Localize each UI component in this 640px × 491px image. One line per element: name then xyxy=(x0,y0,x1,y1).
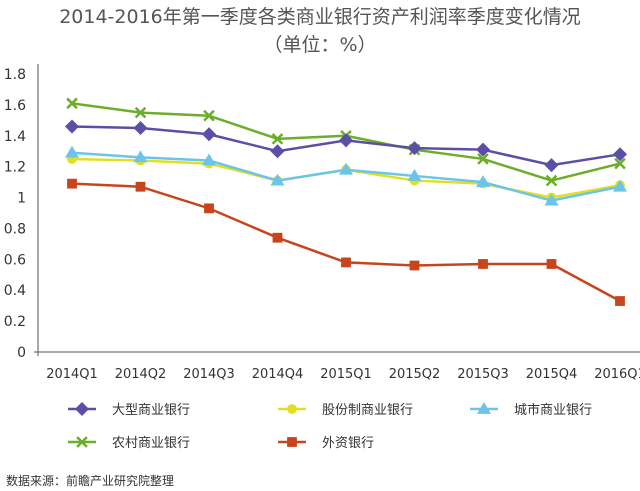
legend-item: 股份制商业银行 xyxy=(278,403,413,418)
diamond-marker xyxy=(133,121,148,136)
y-tick-label: 1.6 xyxy=(4,98,26,114)
circle-marker xyxy=(287,404,297,414)
y-tick-label: 1 xyxy=(17,191,26,207)
x-marker xyxy=(203,109,215,122)
square-marker xyxy=(409,260,420,271)
chart-title: 2014-2016年第一季度各类商业银行资产利润率季度变化情况 xyxy=(59,6,581,28)
x-tick-label: 2014Q3 xyxy=(183,367,235,382)
triangle-marker xyxy=(339,162,353,175)
legend-label: 股份制商业银行 xyxy=(322,403,413,418)
x-tick-label: 2016Q1 xyxy=(594,367,640,382)
y-tick-label: 0.4 xyxy=(4,283,26,299)
y-tick-label: 0.8 xyxy=(4,221,26,237)
y-tick-label: 1.8 xyxy=(4,67,26,83)
triangle-marker xyxy=(65,145,79,158)
x-marker xyxy=(134,106,147,119)
x-tick-label: 2014Q2 xyxy=(115,367,167,382)
y-tick-label: 0.6 xyxy=(4,252,26,268)
triangle-marker xyxy=(133,150,148,163)
diamond-marker xyxy=(65,119,79,134)
x-tick-label: 2015Q2 xyxy=(389,367,441,382)
y-tick-label: 0 xyxy=(17,345,26,361)
chart-subtitle: （单位：%） xyxy=(263,34,377,56)
plot-area: 0 0.2 0.4 0.6 0.8 1 1.2 1.4 1.6 1.8 2014Q1 2014Q2 20… xyxy=(4,64,640,451)
x-tick-label: 2015Q1 xyxy=(320,367,372,382)
diamond-marker xyxy=(544,158,559,173)
triangle-marker xyxy=(613,179,627,192)
square-marker xyxy=(546,259,557,269)
diamond-marker xyxy=(270,144,285,159)
diamond-marker xyxy=(339,133,353,148)
diamond-marker xyxy=(202,127,216,142)
diamond-marker xyxy=(407,141,422,156)
legend-item: 大型商业银行 xyxy=(68,402,190,418)
square-marker xyxy=(135,181,146,192)
y-tick-label: 0.2 xyxy=(4,314,26,330)
legend-label: 农村商业银行 xyxy=(112,436,190,451)
legend-item: 农村商业银行 xyxy=(68,436,190,451)
square-marker xyxy=(478,259,488,269)
diamond-marker xyxy=(613,147,627,162)
triangle-marker xyxy=(476,175,490,188)
y-tick-label: 1.2 xyxy=(4,160,26,176)
triangle-marker xyxy=(544,193,559,206)
x-marker xyxy=(66,97,78,110)
series-line xyxy=(71,182,621,303)
y-tick-label: 1.4 xyxy=(4,129,26,145)
square-marker xyxy=(287,437,297,447)
x-tick-label: 2014Q1 xyxy=(46,367,98,382)
x-marker xyxy=(614,157,626,170)
square-marker xyxy=(615,296,625,306)
triangle-marker xyxy=(202,153,216,166)
triangle-marker xyxy=(270,173,285,186)
diamond-marker xyxy=(75,402,89,416)
source-note: 数据来源：前瞻产业研究院整理 xyxy=(6,474,175,488)
x-tick-label: 2014Q4 xyxy=(252,367,304,382)
x-marker xyxy=(76,436,88,448)
square-marker xyxy=(272,232,283,243)
x-marker xyxy=(545,174,558,187)
legend-label: 大型商业银行 xyxy=(112,403,190,418)
series-4 xyxy=(67,178,625,306)
series-0 xyxy=(65,119,627,173)
legend-item: 城市商业银行 xyxy=(470,402,592,418)
square-marker xyxy=(204,203,214,214)
triangle-marker xyxy=(477,402,491,414)
square-marker xyxy=(341,257,351,268)
x-marker xyxy=(271,133,284,145)
legend-label: 城市商业银行 xyxy=(514,402,592,418)
diamond-marker xyxy=(476,142,490,157)
square-marker xyxy=(67,178,77,189)
x-marker xyxy=(477,153,489,165)
triangle-marker xyxy=(407,168,422,181)
legend-item: 外资银行 xyxy=(278,436,374,451)
x-tick-label: 2015Q4 xyxy=(526,367,578,382)
legend-label: 外资银行 xyxy=(322,436,374,451)
x-tick-label: 2015Q3 xyxy=(457,367,509,382)
series-2 xyxy=(65,145,627,206)
